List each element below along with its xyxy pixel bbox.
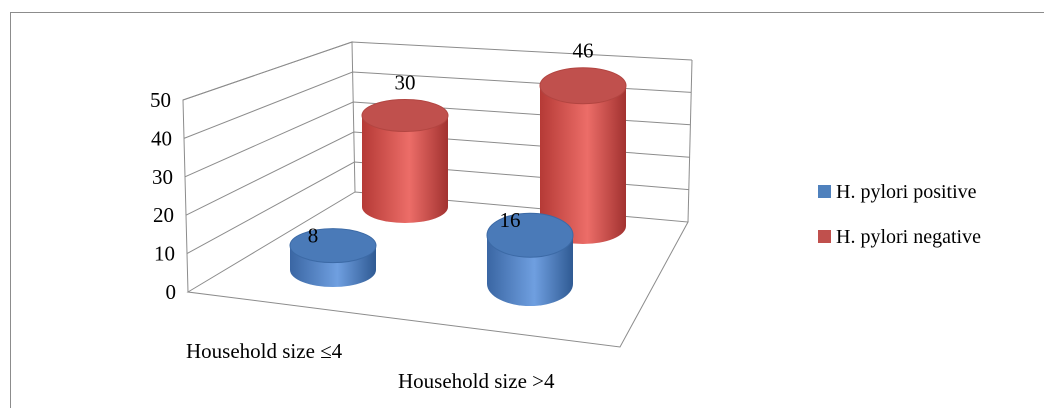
bar-positive-1 — [486, 212, 574, 306]
legend-swatch — [818, 230, 831, 243]
bars — [289, 67, 627, 306]
chart-frame — [10, 12, 1044, 408]
bar-negative-1 — [539, 67, 627, 244]
bar-positive-0 — [289, 228, 377, 287]
gridline-50 — [182, 41, 693, 101]
y-tick-label-20: 20 — [153, 203, 174, 227]
data-label-negative-1: 46 — [573, 39, 594, 63]
bar-top — [361, 99, 449, 132]
y-axis-ticks: 0 10 20 30 40 50 — [150, 88, 176, 304]
category-label-1: Household size >4 — [398, 369, 555, 393]
bar-top — [539, 67, 627, 105]
back-wall-edge — [687, 59, 693, 223]
legend-swatch — [818, 185, 831, 198]
y-tick-label-0: 0 — [166, 280, 177, 304]
y-tick-label-50: 50 — [150, 88, 171, 112]
data-label-positive-0: 8 — [308, 224, 319, 248]
category-labels: Household size ≤4 Household size >4 — [186, 339, 555, 393]
bar-top — [289, 228, 377, 264]
bar-body — [362, 115, 448, 223]
y-tick-label-30: 30 — [152, 165, 173, 189]
category-label-0: Household size ≤4 — [186, 339, 343, 363]
y-tick-label-40: 40 — [151, 126, 172, 150]
legend-item-0: H. pylori positive — [818, 181, 977, 203]
legend: H. pylori positive H. pylori negative — [818, 181, 981, 248]
bar-top — [486, 212, 574, 258]
legend-label: H. pylori negative — [836, 226, 981, 248]
legend-label: H. pylori positive — [836, 181, 977, 203]
data-labels: 30 46 8 16 — [308, 39, 594, 248]
bar-negative-0 — [361, 99, 449, 223]
data-label-negative-0: 30 — [395, 71, 416, 95]
data-label-positive-1: 16 — [500, 208, 521, 232]
y-tick-label-10: 10 — [154, 242, 175, 266]
bar-body — [540, 85, 626, 244]
legend-item-1: H. pylori negative — [818, 226, 981, 248]
